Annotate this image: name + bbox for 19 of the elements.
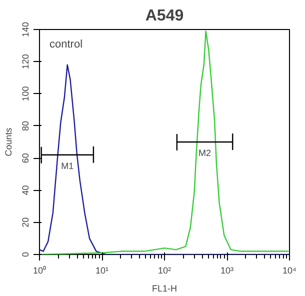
y-tick-label: 20 [20, 217, 30, 228]
y-tick-label: 140 [20, 22, 30, 38]
y-tick-label: 120 [20, 54, 30, 70]
x-tick-label: 10⁰ [32, 266, 46, 276]
y-axis-title: Counts [4, 127, 14, 156]
chart-title: A549 [145, 8, 184, 24]
y-tick-label: 100 [20, 86, 30, 102]
series-label: M1 [61, 160, 74, 171]
x-tick-label: 10⁴ [282, 266, 297, 276]
series-label: M2 [198, 148, 212, 158]
y-tick-label: 60 [20, 153, 30, 164]
y-tick-label: 0 [20, 252, 30, 258]
x-axis-title: FL1-H [152, 284, 178, 294]
y-tick-label: 80 [20, 120, 30, 131]
x-tick-label: 10¹ [95, 266, 109, 276]
annotation: control [50, 38, 83, 50]
x-tick-label: 10² [158, 266, 172, 276]
y-tick-label: 40 [20, 185, 30, 196]
x-tick-label: 10³ [220, 266, 234, 276]
